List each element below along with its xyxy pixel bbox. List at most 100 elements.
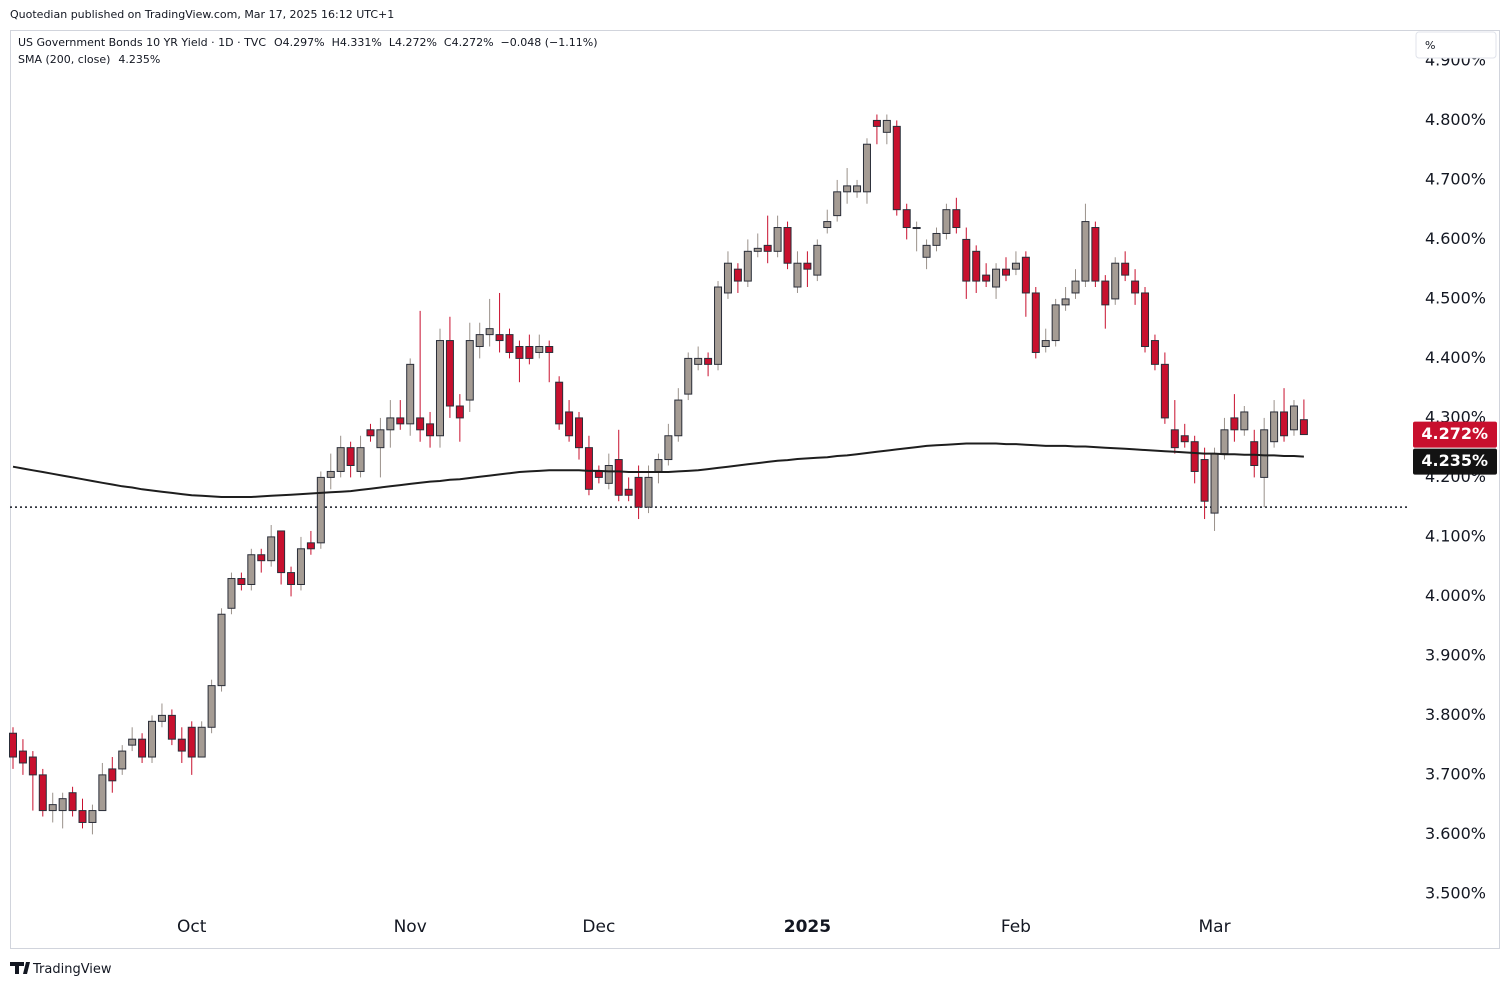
candle-body (396, 417, 405, 425)
y-tick-label: 4.600% (1425, 229, 1486, 248)
y-tick-label: 3.800% (1425, 705, 1486, 724)
candle-body (1160, 363, 1169, 419)
candle-body (227, 578, 236, 609)
candle-body (505, 334, 514, 353)
x-tick-label: Mar (1198, 917, 1230, 937)
candle-body (654, 459, 663, 472)
y-tick-label: 4.000% (1425, 586, 1486, 605)
candle-body (882, 119, 891, 133)
candle-body (1002, 268, 1010, 276)
candle-body (803, 262, 812, 270)
candle-body (475, 334, 484, 348)
x-tick-label: Dec (582, 917, 615, 937)
candle-body (1180, 435, 1189, 443)
candle-body (843, 185, 852, 193)
candle-body (1150, 340, 1159, 365)
candle-body (1101, 280, 1110, 306)
candle-body (296, 548, 305, 585)
y-tick-label: 3.500% (1425, 883, 1486, 902)
candle-body (435, 340, 444, 437)
candle-body (575, 417, 584, 449)
candle-body (1141, 292, 1150, 348)
candle-body (823, 221, 832, 229)
y-tick-label: 4.400% (1425, 348, 1486, 367)
legend-value: L4.272% (389, 36, 437, 49)
candle-body (386, 417, 395, 431)
candle-body (684, 357, 693, 395)
candle-body (167, 714, 176, 740)
candle-body (118, 750, 127, 770)
candle-body (28, 756, 37, 776)
candle-body (584, 447, 593, 490)
y-tick-label: 4.700% (1425, 169, 1486, 188)
candle-body (525, 346, 534, 359)
candle-body (1121, 262, 1130, 276)
x-tick-label: Nov (394, 917, 427, 937)
last-price-label: 4.272% (1421, 424, 1488, 443)
x-tick-label: Feb (1001, 917, 1031, 937)
candle-body (247, 554, 256, 585)
candle-body (743, 250, 752, 282)
candle-body (128, 738, 137, 746)
candle-body (1270, 411, 1279, 443)
candle-body (1200, 459, 1209, 502)
candle-body (316, 476, 325, 544)
candle-body (892, 125, 901, 211)
candle-body (714, 286, 723, 365)
candle-body (912, 227, 921, 230)
candle-body (644, 476, 653, 508)
candle-body (962, 238, 971, 282)
candle-body (1131, 280, 1140, 294)
sma-legend-value: 4.235% (118, 53, 160, 66)
candle-body (932, 232, 941, 246)
candle-body (78, 810, 87, 823)
candle-body (1081, 221, 1090, 282)
candle-body (465, 340, 474, 401)
candle-body (406, 363, 415, 425)
candle-body (1230, 417, 1239, 431)
candle-body (1111, 262, 1120, 300)
candle-body (763, 244, 772, 252)
x-tick-label: Oct (177, 917, 207, 937)
candle-body (565, 411, 574, 437)
candle-body (1031, 292, 1040, 353)
candle-body (306, 542, 315, 550)
y-tick-label: 4.500% (1425, 288, 1486, 307)
candle-body (813, 244, 822, 276)
candle-body (783, 227, 792, 264)
candle-body (88, 810, 97, 823)
scale-button[interactable] (1415, 31, 1497, 59)
candle-body (1210, 453, 1219, 514)
candle-body (1240, 411, 1249, 431)
candle-body (277, 530, 286, 574)
candle-body (1170, 429, 1179, 449)
candle-body (604, 464, 613, 484)
candle-body (48, 804, 57, 812)
candle-body (326, 470, 335, 478)
candle-body (1061, 298, 1070, 306)
candle-body (217, 613, 226, 687)
legend-value: −0.048 (−1.11%) (501, 36, 598, 49)
candle-body (108, 768, 117, 782)
candle-body (694, 357, 703, 365)
y-tick-label: 3.700% (1425, 764, 1486, 783)
candle-body (972, 250, 981, 282)
last-price-box (1413, 421, 1497, 448)
y-tick-label: 4.800% (1425, 110, 1486, 129)
candle-body (267, 536, 276, 562)
candle-body (207, 685, 216, 728)
y-tick-label: 3.600% (1425, 824, 1486, 843)
scale-button-label[interactable]: % (1425, 39, 1435, 52)
candle-body (336, 447, 345, 472)
candle-body (992, 268, 1001, 288)
candle-body (1011, 262, 1020, 270)
candle-body (1190, 441, 1199, 472)
candle-body (674, 399, 683, 437)
candle-body (495, 334, 504, 342)
candle-body (177, 738, 186, 752)
candle-body (148, 720, 157, 758)
candle-body (555, 381, 564, 425)
candle-body (704, 357, 713, 365)
